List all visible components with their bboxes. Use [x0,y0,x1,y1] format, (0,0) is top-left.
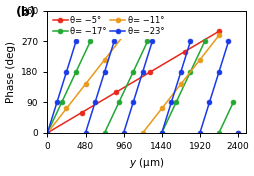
X-axis label: $y$ (μm): $y$ (μm) [128,156,164,170]
θ= −5° [182,51,185,53]
θ= −5° [46,132,49,134]
Line: θ= −17°: θ= −17° [216,100,235,135]
Legend: θ= −5°, θ= −17°, θ= −11°, θ= −23°: θ= −5°, θ= −17°, θ= −11°, θ= −23° [50,14,166,39]
θ= −17° [231,101,234,103]
θ= −5° [114,91,117,93]
Y-axis label: Phase (deg): Phase (deg) [6,41,15,103]
θ= −5° [148,71,151,73]
Line: θ= −5°: θ= −5° [45,29,220,135]
Text: (b): (b) [15,6,36,19]
θ= −5° [80,111,83,114]
θ= −17° [217,132,220,134]
θ= −5° [217,30,220,32]
